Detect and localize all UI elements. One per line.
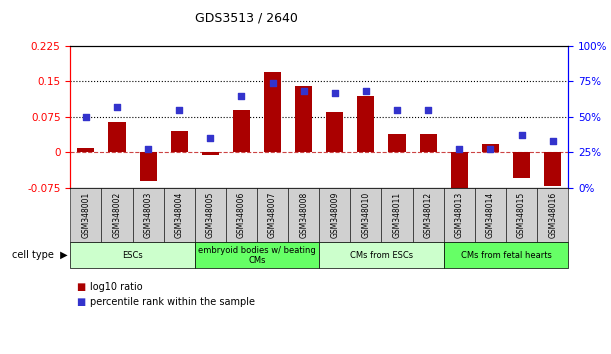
Text: GSM348016: GSM348016	[548, 192, 557, 238]
Bar	[357, 96, 375, 152]
Bar	[108, 121, 125, 152]
Text: GSM348006: GSM348006	[237, 192, 246, 238]
Text: GSM348001: GSM348001	[81, 192, 90, 238]
Text: GDS3513 / 2640: GDS3513 / 2640	[195, 12, 298, 25]
Text: CMs from fetal hearts: CMs from fetal hearts	[461, 251, 551, 260]
Bar	[77, 148, 94, 152]
Text: CMs from ESCs: CMs from ESCs	[350, 251, 413, 260]
Text: GSM348002: GSM348002	[112, 192, 122, 238]
Text: GSM348005: GSM348005	[206, 192, 215, 238]
Bar	[202, 152, 219, 155]
Bar	[420, 134, 437, 152]
Point	[81, 114, 90, 120]
Text: ■: ■	[76, 297, 86, 307]
Point	[174, 107, 184, 113]
Bar	[264, 72, 281, 152]
Text: GSM348008: GSM348008	[299, 192, 308, 238]
Bar	[451, 152, 468, 195]
Text: GSM348003: GSM348003	[144, 192, 153, 238]
Point	[205, 135, 215, 141]
Text: GSM348010: GSM348010	[362, 192, 370, 238]
Text: GSM348004: GSM348004	[175, 192, 184, 238]
Bar	[513, 152, 530, 178]
Bar	[170, 131, 188, 152]
Text: embryoid bodies w/ beating
CMs: embryoid bodies w/ beating CMs	[198, 246, 316, 265]
Text: GSM348012: GSM348012	[423, 192, 433, 238]
Point	[423, 107, 433, 113]
Point	[517, 132, 527, 138]
Text: GSM348015: GSM348015	[517, 192, 526, 238]
Bar	[482, 144, 499, 152]
Bar	[544, 152, 562, 186]
Point	[236, 93, 246, 98]
Point	[143, 147, 153, 152]
Point	[548, 138, 558, 144]
Text: GSM348013: GSM348013	[455, 192, 464, 238]
Point	[299, 88, 309, 94]
Point	[392, 107, 402, 113]
Bar	[233, 110, 250, 152]
Bar	[389, 134, 406, 152]
Text: ■: ■	[76, 282, 86, 292]
Point	[268, 80, 277, 86]
Text: log10 ratio: log10 ratio	[90, 282, 142, 292]
Text: GSM348014: GSM348014	[486, 192, 495, 238]
Point	[112, 104, 122, 110]
Point	[361, 88, 371, 94]
Text: ESCs: ESCs	[122, 251, 143, 260]
Text: GSM348011: GSM348011	[392, 192, 401, 238]
Text: percentile rank within the sample: percentile rank within the sample	[90, 297, 255, 307]
Bar	[295, 86, 312, 152]
Bar	[326, 112, 343, 152]
Text: GSM348009: GSM348009	[331, 192, 339, 238]
Text: cell type  ▶: cell type ▶	[12, 250, 67, 260]
Text: GSM348007: GSM348007	[268, 192, 277, 238]
Point	[455, 147, 464, 152]
Point	[486, 147, 496, 152]
Point	[330, 90, 340, 96]
Bar	[139, 152, 156, 182]
